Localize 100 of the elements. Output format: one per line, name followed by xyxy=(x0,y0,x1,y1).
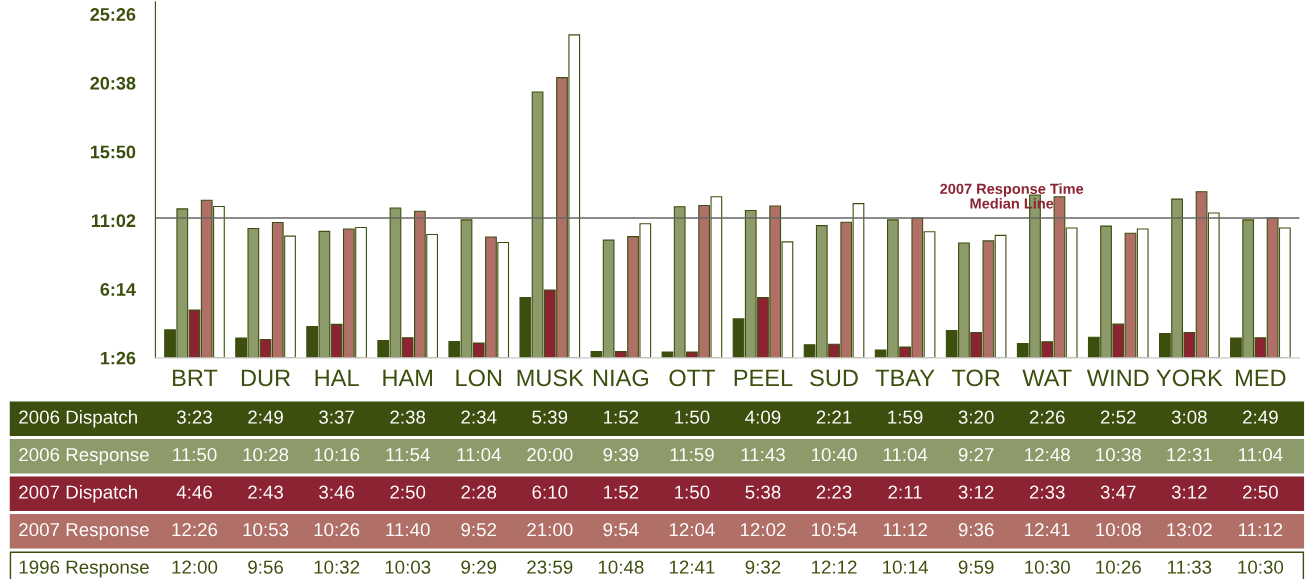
data-label: 2:33 xyxy=(1029,485,1065,499)
data-label: 21:00 xyxy=(527,523,573,537)
data-label: 9:59 xyxy=(958,560,994,574)
data-label: 4:09 xyxy=(745,410,781,424)
data-label: 10:26 xyxy=(1096,560,1141,574)
data-label: 12:31 xyxy=(1167,448,1212,462)
data-label: 23:59 xyxy=(527,560,573,574)
text: 2006 Dispatch xyxy=(19,410,137,428)
data-label: 3:37 xyxy=(319,410,354,424)
data-label: 4:46 xyxy=(176,485,212,499)
data-label: 10:30 xyxy=(1025,560,1070,574)
data-label: 10:03 xyxy=(385,560,431,574)
data-label: 10:53 xyxy=(243,523,289,537)
data-label: 10:30 xyxy=(1238,560,1284,574)
x-tick-label: PEEL xyxy=(734,369,793,387)
x-tick-label: OTT xyxy=(669,369,715,387)
text: 1996 Response xyxy=(19,560,149,578)
data-label: 12:04 xyxy=(669,523,715,537)
data-label: 13:02 xyxy=(1167,523,1212,537)
x-tick-label: HAL xyxy=(315,369,359,387)
text: 2006 Response xyxy=(19,448,149,465)
data-label: 11:50 xyxy=(173,448,217,462)
x-tick-label: SUD xyxy=(810,369,858,387)
data-label: 1:52 xyxy=(604,410,639,424)
data-label: 11:40 xyxy=(386,523,430,537)
data-label: 2:52 xyxy=(1100,410,1136,424)
data-label: 2:23 xyxy=(816,485,852,499)
data-label: 3:08 xyxy=(1171,410,1207,424)
data-label: 3:20 xyxy=(958,410,994,424)
data-label: 11:12 xyxy=(883,523,927,537)
data-label: 3:46 xyxy=(319,485,355,499)
data-label: 11:04 xyxy=(1239,448,1283,462)
y-tick-label: 25:26 xyxy=(90,8,136,21)
data-label: 12:26 xyxy=(172,523,218,537)
y-tick-label: 11:02 xyxy=(91,214,136,228)
x-tick-label: TOR xyxy=(951,369,1000,387)
x-tick-label: TBAY xyxy=(875,369,935,387)
data-label: 12:02 xyxy=(740,523,786,537)
data-label: 3:23 xyxy=(176,410,212,424)
data-label: 10:08 xyxy=(1096,523,1141,537)
y-tick-label: 15:50 xyxy=(90,145,136,159)
data-label: 9:56 xyxy=(248,560,283,574)
data-label: 11:43 xyxy=(741,448,785,462)
y-tick-label: 6:14 xyxy=(100,283,136,296)
data-label: 10:14 xyxy=(883,560,928,574)
x-tick-label: WAT xyxy=(1022,369,1072,387)
data-label: 2:28 xyxy=(461,485,497,499)
data-label: 10:16 xyxy=(314,448,360,462)
data-label: 9:54 xyxy=(603,523,639,537)
data-label: 2:49 xyxy=(248,410,283,424)
data-label: 10:54 xyxy=(812,523,857,537)
y-tick-label: 20:38 xyxy=(90,76,136,90)
data-label: 3:12 xyxy=(1171,485,1207,499)
data-label: 5:38 xyxy=(745,485,781,499)
x-tick-label: WIND xyxy=(1086,369,1149,387)
data-label: 12:41 xyxy=(1025,523,1070,537)
data-label: 10:40 xyxy=(812,448,857,462)
x-tick-label: MUSK xyxy=(517,369,584,387)
data-label: 2:21 xyxy=(816,410,852,424)
data-label: 11:12 xyxy=(1239,523,1283,537)
data-label: 2:11 xyxy=(888,485,922,499)
data-label: 2:49 xyxy=(1243,410,1278,424)
x-tick-label: YORK xyxy=(1156,369,1223,387)
data-label: 11:54 xyxy=(386,448,430,462)
data-label: 2:43 xyxy=(248,485,283,499)
x-tick-label: MED xyxy=(1236,369,1286,387)
data-label: 9:32 xyxy=(745,560,781,574)
x-tick-label: LON xyxy=(456,369,502,387)
data-label: 1:52 xyxy=(604,485,639,499)
data-label: 2:38 xyxy=(390,410,426,424)
data-label: 12:41 xyxy=(669,560,715,574)
x-tick-label: NIAG xyxy=(593,369,648,387)
data-label: 11:59 xyxy=(670,448,714,462)
text: 2007 Response xyxy=(19,523,149,540)
data-label: 11:33 xyxy=(1167,560,1212,574)
data-label: 3:47 xyxy=(1100,485,1136,499)
data-label: 5:39 xyxy=(532,410,568,424)
data-label: 2:50 xyxy=(390,485,426,499)
data-label: 20:00 xyxy=(527,448,573,462)
data-label: 12:48 xyxy=(1025,448,1070,462)
data-label: 12:12 xyxy=(812,560,857,574)
data-label: 1:50 xyxy=(675,410,710,424)
data-label: 10:38 xyxy=(1096,448,1141,462)
data-label: 9:52 xyxy=(461,523,497,537)
data-label: 9:36 xyxy=(958,523,994,537)
data-label: 9:29 xyxy=(461,560,497,574)
data-label: 2:26 xyxy=(1029,410,1065,424)
data-label: 9:39 xyxy=(603,448,639,462)
x-tick-label: DUR xyxy=(241,369,291,387)
data-label: 2:50 xyxy=(1243,485,1278,499)
data-label: 10:48 xyxy=(598,560,644,574)
data-label: 11:04 xyxy=(457,448,501,462)
data-label: 10:32 xyxy=(314,560,360,574)
data-label: 1:59 xyxy=(888,410,923,424)
data-label: 9:27 xyxy=(958,448,994,462)
data-label: 6:10 xyxy=(532,485,568,499)
data-label: 1:50 xyxy=(675,485,710,499)
x-tick-label: BRT xyxy=(173,369,218,387)
data-label: 10:28 xyxy=(243,448,289,462)
data-label: 11:04 xyxy=(883,448,928,462)
